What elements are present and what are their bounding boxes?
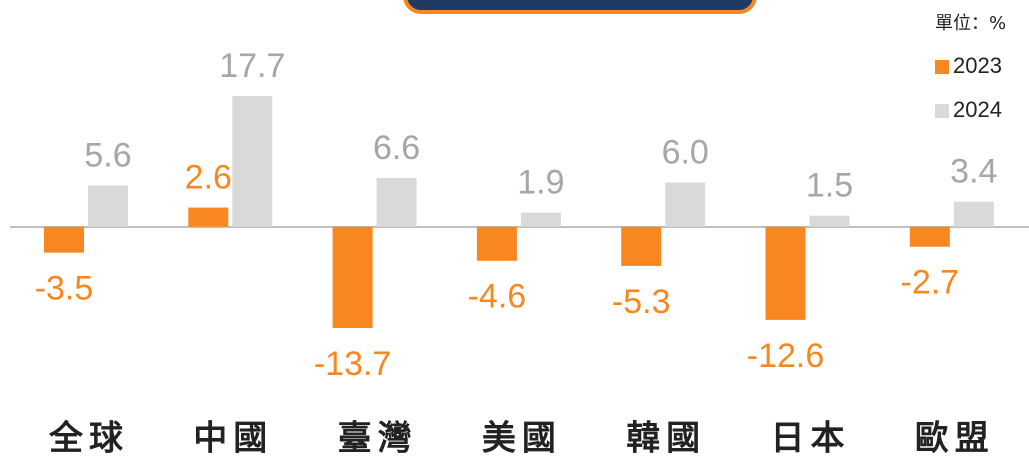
bar [376, 178, 417, 227]
legend-label: 2023 [953, 53, 1002, 78]
value-label: -3.5 [35, 270, 94, 308]
value-label: -5.3 [612, 283, 671, 321]
bar [665, 182, 706, 227]
bar [88, 185, 128, 227]
bar [621, 226, 662, 266]
bar [520, 212, 561, 227]
x-tick-label: 全球 [48, 419, 129, 459]
x-tick-label: 韓國 [626, 419, 706, 459]
bar [765, 226, 806, 320]
bar [953, 201, 994, 227]
bar [909, 226, 950, 247]
x-tick-label: 臺灣 [338, 419, 418, 459]
value-label: -4.6 [468, 278, 527, 316]
value-label: 3.4 [950, 153, 997, 191]
legend-label: 2024 [953, 97, 1002, 122]
value-label: 6.6 [373, 129, 420, 167]
bar [332, 226, 373, 328]
bar [232, 96, 273, 227]
value-label: 5.6 [84, 136, 131, 174]
value-label: -2.7 [901, 264, 960, 302]
unit-note: 單位：% [935, 13, 1006, 34]
value-label: -13.7 [314, 345, 392, 383]
value-label: -12.6 [747, 337, 825, 375]
value-label: 6.0 [662, 133, 709, 171]
value-label: 1.5 [806, 167, 853, 205]
x-tick-label: 歐盟 [915, 419, 995, 459]
value-label: 17.7 [219, 47, 285, 85]
legend-swatch [935, 104, 949, 118]
bar [476, 226, 517, 261]
bar [809, 215, 850, 227]
value-label: 1.9 [517, 164, 564, 202]
value-label: 2.6 [185, 159, 232, 197]
x-tick-label: 日本 [771, 419, 851, 459]
bar [188, 207, 229, 227]
title-box [403, 0, 757, 14]
x-tick-label: 美國 [482, 419, 562, 459]
bar [44, 226, 84, 253]
legend-swatch [935, 60, 949, 74]
x-tick-label: 中國 [193, 419, 273, 459]
